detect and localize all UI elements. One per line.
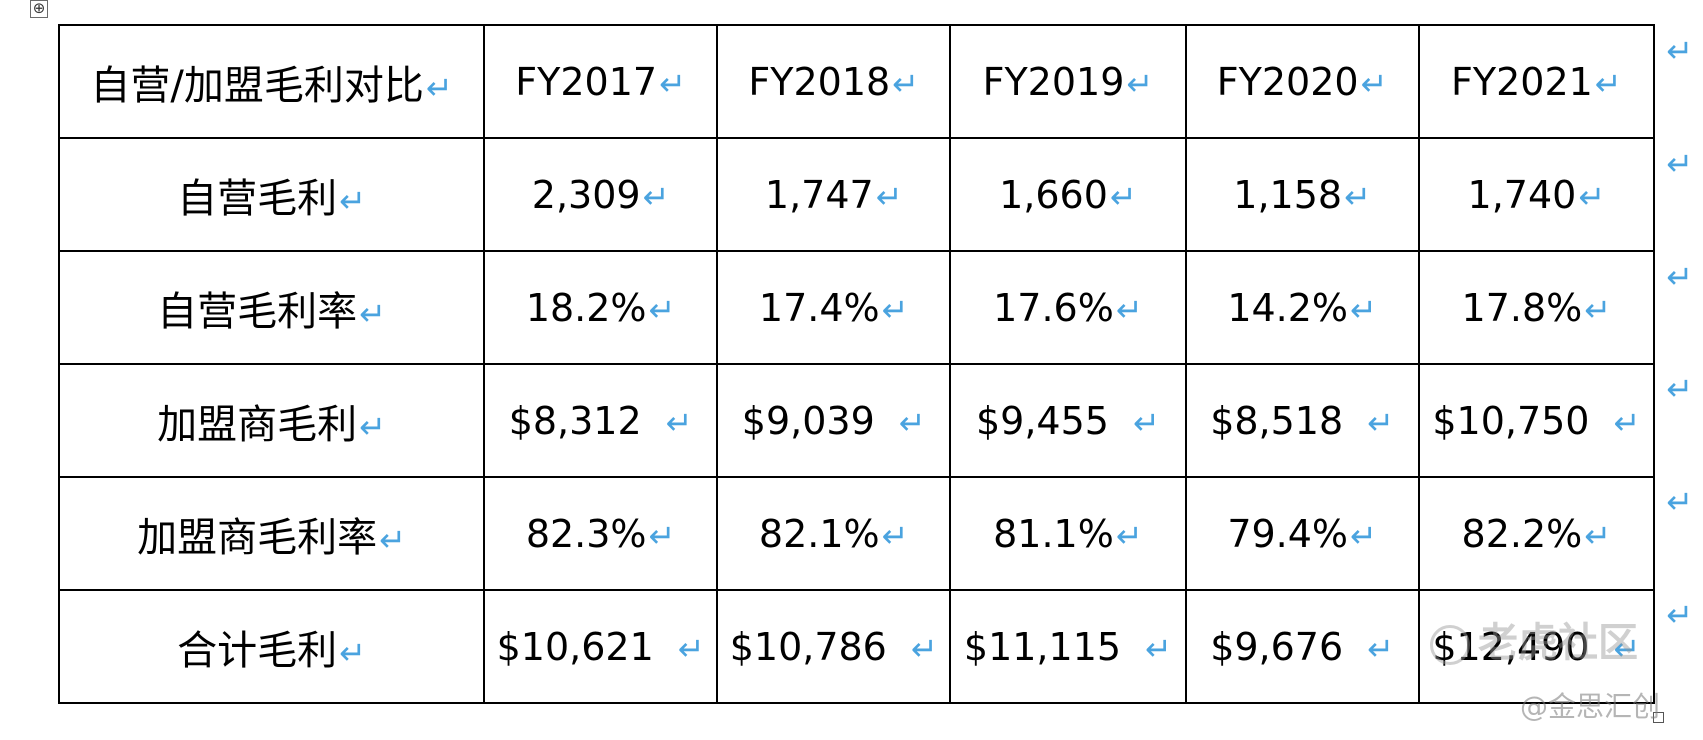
paragraph-mark-icon: ↵ xyxy=(1613,403,1641,442)
paragraph-mark-icon: ↵ xyxy=(1126,64,1154,103)
table-cell[interactable]: 79.4%↵ xyxy=(1184,476,1420,591)
source-credit: @金思汇创 xyxy=(1520,690,1661,723)
table-cell[interactable]: 17.6%↵ xyxy=(949,250,1187,365)
table-cell[interactable]: 1,158↵ xyxy=(1184,137,1420,252)
table-cell[interactable]: $8,518 ↵ xyxy=(1184,363,1420,478)
paragraph-mark-icon: ↵ xyxy=(1584,290,1612,329)
paragraph-mark-icon: ↵ xyxy=(1115,290,1143,329)
paragraph-mark-icon: ↵ xyxy=(1666,370,1693,408)
table-row: 自营毛利↵ 2,309↵ 1,747↵ 1,660↵ 1,158↵ 1,740↵ xyxy=(57,137,1656,252)
table-cell[interactable]: $9,455 ↵ xyxy=(949,363,1187,478)
paragraph-mark-icon: ↵ xyxy=(1666,32,1693,70)
paragraph-mark-icon: ↵ xyxy=(1613,629,1641,668)
paragraph-mark-icon: ↵ xyxy=(1666,483,1693,521)
table-cell[interactable]: 82.1%↵ xyxy=(716,476,952,591)
paragraph-mark-icon: ↵ xyxy=(1578,177,1606,216)
table-row: 合计毛利↵ $10,621 ↵ $10,786 ↵ $11,115 ↵ $9,676 ↵… xyxy=(57,589,1656,704)
paragraph-mark-icon: ↵ xyxy=(359,294,386,333)
paragraph-mark-icon: ↵ xyxy=(659,64,686,103)
paragraph-mark-icon: ↵ xyxy=(1594,64,1622,103)
paragraph-mark-icon: ↵ xyxy=(665,403,693,442)
paragraph-mark-icon: ↵ xyxy=(359,407,386,446)
paragraph-mark-icon: ↵ xyxy=(1666,596,1693,634)
paragraph-mark-icon: ↵ xyxy=(1367,629,1394,668)
paragraph-mark-icon: ↵ xyxy=(892,64,919,103)
paragraph-mark-icon: ↵ xyxy=(1367,403,1394,442)
table-cell[interactable]: $11,115 ↵ xyxy=(949,589,1187,704)
paragraph-mark-icon: ↵ xyxy=(881,290,909,329)
table-cell[interactable]: $8,312 ↵ xyxy=(483,363,719,478)
table-cell[interactable]: $10,621 ↵ xyxy=(483,589,719,704)
table-cell[interactable]: $10,750 ↵ xyxy=(1417,363,1656,478)
paragraph-mark-icon: ↵ xyxy=(1109,177,1137,216)
header-cell[interactable]: FY2020↵ xyxy=(1184,24,1420,139)
header-cell[interactable]: 自营/加盟毛利对比↵ xyxy=(57,24,486,139)
paragraph-mark-icon: ↵ xyxy=(642,177,670,216)
paragraph-mark-icon: ↵ xyxy=(1350,290,1377,329)
row-label-cell[interactable]: 合计毛利↵ xyxy=(57,589,486,704)
paragraph-mark-icon: ↵ xyxy=(1666,145,1693,183)
paragraph-mark-icon: ↵ xyxy=(875,177,903,216)
table-cell[interactable]: 14.2%↵ xyxy=(1184,250,1420,365)
table-cell[interactable]: 18.2%↵ xyxy=(483,250,719,365)
table-cell[interactable]: 82.3%↵ xyxy=(483,476,719,591)
table-cell[interactable]: 1,660↵ xyxy=(949,137,1187,252)
paragraph-mark-icon: ↵ xyxy=(677,629,705,668)
table-cell[interactable]: 1,747↵ xyxy=(716,137,952,252)
header-cell[interactable]: FY2019↵ xyxy=(949,24,1187,139)
table-row: 自营毛利率↵ 18.2%↵ 17.4%↵ 17.6%↵ 14.2%↵ 17.8%… xyxy=(57,250,1656,365)
paragraph-mark-icon: ↵ xyxy=(1584,516,1612,555)
gross-profit-table: 自营/加盟毛利对比↵ FY2017↵ FY2018↵ FY2019↵ FY202… xyxy=(57,24,1656,704)
row-label-cell[interactable]: 自营毛利↵ xyxy=(57,137,486,252)
table-cell[interactable]: 81.1%↵ xyxy=(949,476,1187,591)
row-label-cell[interactable]: 加盟商毛利率↵ xyxy=(57,476,486,591)
paragraph-mark-icon: ↵ xyxy=(1132,403,1160,442)
table-row: 加盟商毛利率↵ 82.3%↵ 82.1%↵ 81.1%↵ 79.4%↵ 82.2… xyxy=(57,476,1656,591)
paragraph-mark-icon: ↵ xyxy=(648,516,676,555)
paragraph-mark-icon: ↵ xyxy=(339,633,366,672)
table-cell[interactable]: $9,676 ↵ xyxy=(1184,589,1420,704)
watermark-logo-icon xyxy=(1430,625,1470,665)
paragraph-mark-icon: ↵ xyxy=(648,290,676,329)
watermark: 老虎社区 xyxy=(1430,610,1638,668)
row-label-cell[interactable]: 加盟商毛利↵ xyxy=(57,363,486,478)
paragraph-mark-icon: ↵ xyxy=(1344,177,1371,216)
table-cell[interactable]: 17.8%↵ xyxy=(1417,250,1656,365)
paragraph-mark-icon: ↵ xyxy=(339,181,366,220)
paragraph-mark-icon: ↵ xyxy=(898,403,926,442)
table-row: 加盟商毛利↵ $8,312 ↵ $9,039 ↵ $9,455 ↵ $8,518 ↵ $… xyxy=(57,363,1656,478)
table-cell[interactable]: 82.2%↵ xyxy=(1417,476,1656,591)
header-cell[interactable]: FY2017↵ xyxy=(483,24,719,139)
paragraph-mark-icon: ↵ xyxy=(1360,64,1388,103)
paragraph-mark-icon: ↵ xyxy=(1145,629,1172,668)
paragraph-mark-icon: ↵ xyxy=(881,516,909,555)
paragraph-mark-icon: ↵ xyxy=(425,68,453,107)
paragraph-mark-icon: ↵ xyxy=(1666,258,1693,296)
paragraph-mark-icon: ↵ xyxy=(910,629,938,668)
row-label-cell[interactable]: 自营毛利率↵ xyxy=(57,250,486,365)
table-move-handle-icon[interactable]: ⊕ xyxy=(30,0,48,18)
table-cell[interactable]: $10,786 ↵ xyxy=(716,589,952,704)
table-cell[interactable]: $9,039 ↵ xyxy=(716,363,952,478)
table-cell[interactable]: 1,740↵ xyxy=(1417,137,1656,252)
header-cell[interactable]: FY2021↵ xyxy=(1417,24,1656,139)
paragraph-mark-icon: ↵ xyxy=(1115,516,1143,555)
table-resize-handle[interactable] xyxy=(1653,712,1664,723)
table-header-row: 自营/加盟毛利对比↵ FY2017↵ FY2018↵ FY2019↵ FY202… xyxy=(57,24,1656,139)
table-cell[interactable]: 17.4%↵ xyxy=(716,250,952,365)
paragraph-mark-icon: ↵ xyxy=(379,520,406,559)
paragraph-mark-icon: ↵ xyxy=(1350,516,1377,555)
table-cell[interactable]: 2,309↵ xyxy=(483,137,719,252)
header-cell[interactable]: FY2018↵ xyxy=(716,24,952,139)
